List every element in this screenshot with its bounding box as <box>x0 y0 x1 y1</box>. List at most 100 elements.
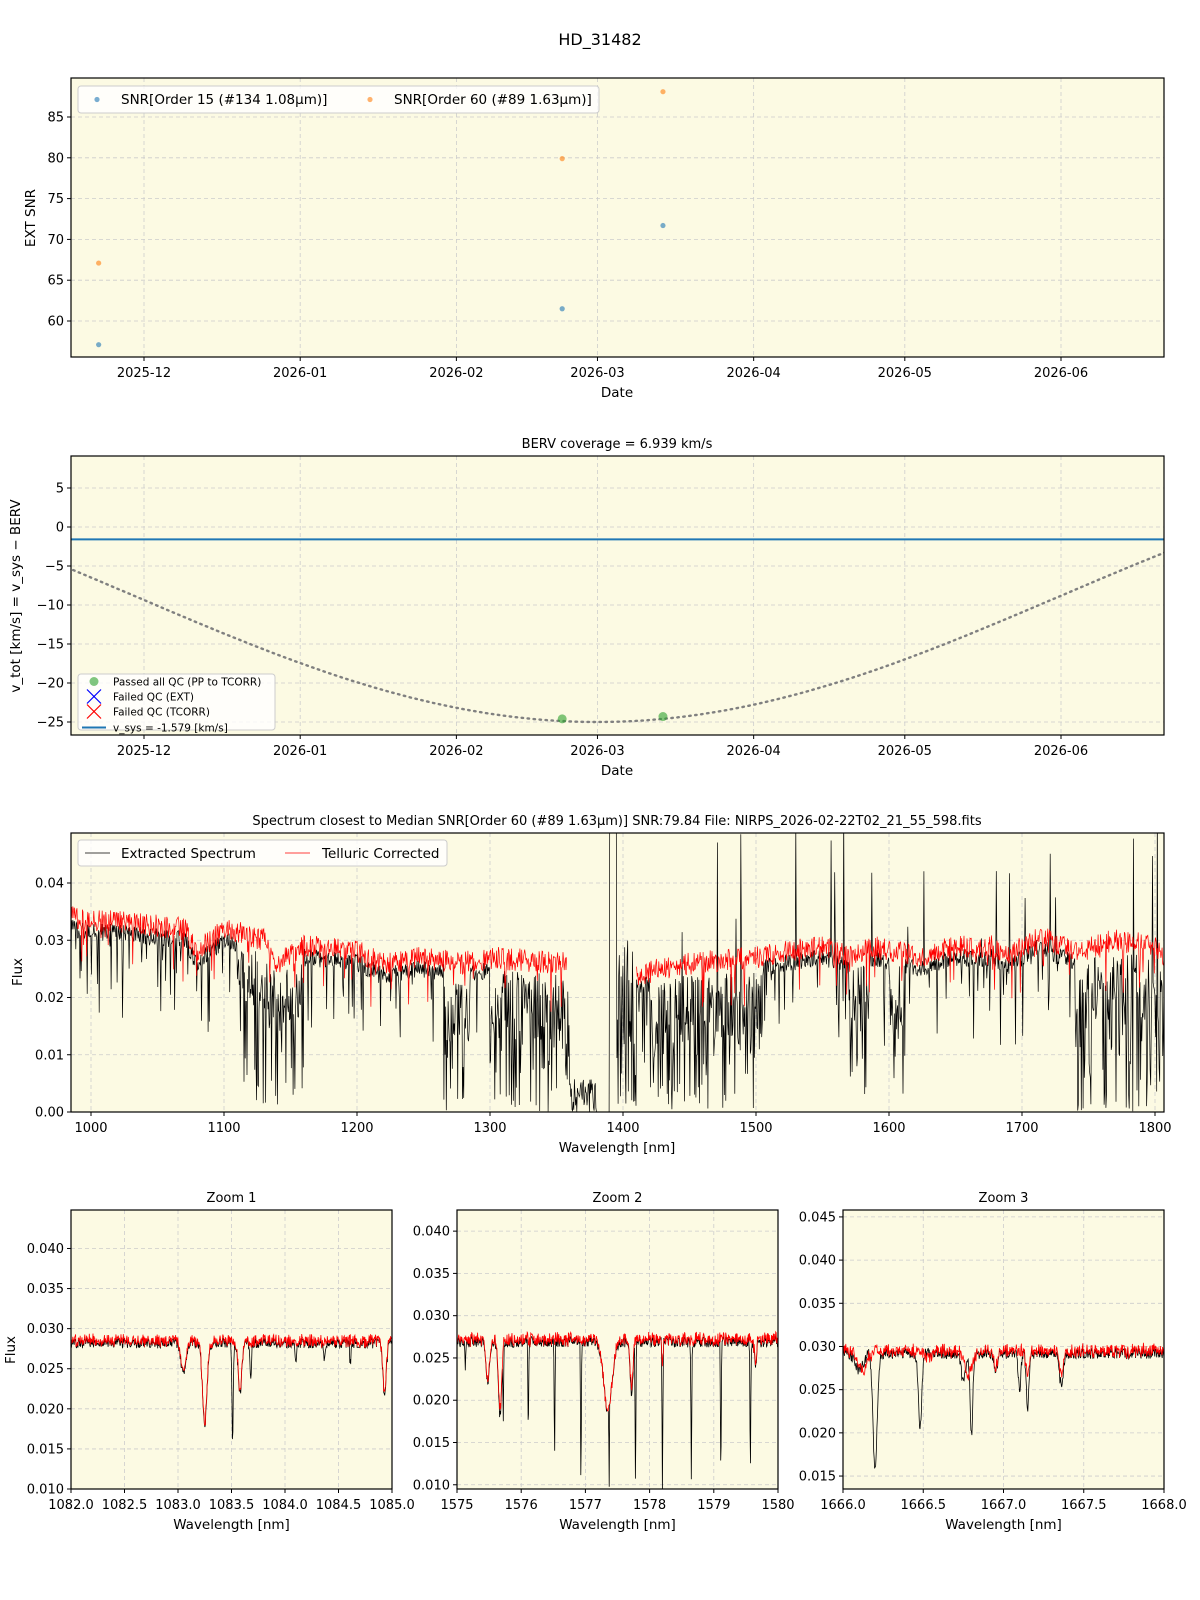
telluric-corrected-line <box>71 1333 392 1427</box>
x-tick-label: 1580 <box>761 1498 794 1513</box>
zoom3-chart: 0.015 0.020 0.025 0.030 0.035 0.040 0.045 1666.… <box>799 1191 1187 1533</box>
zoom2-plot-area <box>457 1210 778 1489</box>
x-tick-label: 1084.0 <box>262 1498 308 1513</box>
snr-legend: SNR[Order 15 (#134 1.08μm)] SNR[Order 60 … <box>77 85 600 114</box>
y-tick-label: 0.015 <box>799 1470 836 1485</box>
y-tick-label: 0.035 <box>799 1297 836 1312</box>
x-tick-label: 1600 <box>872 1121 905 1136</box>
y-tick-label: 80 <box>47 151 64 166</box>
figure-title: HD_31482 <box>558 30 642 49</box>
x-tick-label: 1800 <box>1138 1121 1171 1136</box>
x-tick-label: 1500 <box>739 1121 772 1136</box>
x-tick-label: 1576 <box>505 1498 538 1513</box>
y-tick-label: 0.030 <box>27 1322 64 1337</box>
zoom-title: Zoom 2 <box>593 1191 643 1206</box>
y-tick-label: 60 <box>47 315 64 330</box>
y-tick-label: 0.045 <box>799 1210 836 1225</box>
x-axis-label: Wavelength [nm] <box>945 1517 1062 1533</box>
x-tick-label: 1668.0 <box>1141 1498 1187 1513</box>
y-tick-label: 0.01 <box>35 1048 64 1063</box>
x-tick-label: 1666.0 <box>820 1498 866 1513</box>
berv-curve <box>71 551 1164 724</box>
y-tick-label: 65 <box>47 274 64 289</box>
y-tick-label: 0.015 <box>27 1442 64 1457</box>
x-tick-label: 1100 <box>207 1121 240 1136</box>
y-tick-label: 0.04 <box>35 877 64 892</box>
legend-label: Failed QC (EXT) <box>113 692 194 704</box>
x-tick-label: 1200 <box>340 1121 373 1136</box>
snr-data-point <box>559 156 565 162</box>
extracted-spectrum-line <box>71 833 1164 1112</box>
zoom1-plot-area <box>71 1210 392 1489</box>
telluric-corrected-line <box>457 1330 778 1412</box>
x-tick-label: 1577 <box>569 1498 602 1513</box>
x-tick-label: 2026-05 <box>878 366 932 381</box>
y-tick-label: −5 <box>45 560 64 575</box>
x-axis-label: Wavelength [nm] <box>559 1140 676 1156</box>
x-tick-label: 2025-12 <box>117 366 171 381</box>
passed-qc-point <box>557 714 567 724</box>
x-tick-label: 2026-02 <box>429 744 483 759</box>
zoom2-chart: 0.010 0.015 0.020 0.025 0.030 0.035 0.040 1575 1… <box>413 1191 795 1533</box>
y-tick-label: 0.030 <box>413 1309 450 1324</box>
x-tick-label: 1083.5 <box>209 1498 255 1513</box>
y-tick-label: 0.025 <box>27 1362 64 1377</box>
spectrum-title: Spectrum closest to Median SNR[Order 60 … <box>252 814 981 829</box>
x-tick-label: 2026-05 <box>878 744 932 759</box>
snr-plot-area <box>71 78 1164 357</box>
x-tick-label: 1082.5 <box>102 1498 148 1513</box>
snr-time-chart: 60 65 70 75 80 85 2025-12 2026-01 2026-02 2026-03… <box>23 77 1165 401</box>
y-tick-label: 0 <box>56 521 64 536</box>
x-tick-label: 2026-01 <box>273 366 327 381</box>
x-tick-label: 2026-01 <box>273 744 327 759</box>
x-axis-label: Wavelength [nm] <box>173 1517 290 1533</box>
y-tick-label: −10 <box>37 599 64 614</box>
legend-label: Failed QC (TCORR) <box>113 707 210 719</box>
snr-data-point <box>559 306 565 312</box>
legend-label: v_sys = -1.579 [km/s] <box>113 723 228 735</box>
x-tick-label: 1578 <box>633 1498 666 1513</box>
y-tick-label: 0.015 <box>413 1436 450 1451</box>
x-tick-label: 2026-03 <box>570 744 624 759</box>
y-tick-label: 0.025 <box>799 1383 836 1398</box>
y-tick-label: 75 <box>47 192 64 207</box>
x-tick-label: 1300 <box>473 1121 506 1136</box>
legend-label: Passed all QC (PP to TCORR) <box>113 677 261 689</box>
snr-data-point <box>660 89 666 95</box>
y-tick-label: 0.020 <box>27 1402 64 1417</box>
y-tick-label: 0.040 <box>27 1242 64 1257</box>
y-axis-label: v_tot [km/s] = v_sys − BERV <box>8 499 24 693</box>
x-tick-label: 2026-06 <box>1034 366 1088 381</box>
zoom1-chart: 0.010 0.015 0.020 0.025 0.030 0.035 0.040 1082.… <box>3 1191 415 1533</box>
legend-label: Extracted Spectrum <box>121 846 256 862</box>
snr-data-point <box>96 342 102 348</box>
x-tick-label: 2026-03 <box>570 366 624 381</box>
spectrum-chart: 0.00 0.01 0.02 0.03 0.04 1000 1100 1200 1300 1400… <box>10 814 1172 1156</box>
zoom-title: Zoom 3 <box>979 1191 1029 1206</box>
y-tick-label: 5 <box>56 482 64 497</box>
berv-coverage-chart: 5 0 −5 −10 −15 −20 −25 2025-12 2026-01 2026-02 202… <box>8 437 1165 779</box>
y-tick-label: 0.020 <box>413 1394 450 1409</box>
x-axis-label: Date <box>601 385 633 401</box>
y-tick-label: 0.010 <box>413 1478 450 1493</box>
y-tick-label: 70 <box>47 233 64 248</box>
y-tick-label: 0.03 <box>35 934 64 949</box>
x-tick-label: 1700 <box>1005 1121 1038 1136</box>
y-tick-label: 0.020 <box>799 1426 836 1441</box>
x-tick-label: 2026-04 <box>726 366 780 381</box>
legend-label: Telluric Corrected <box>321 846 439 862</box>
y-tick-label: 85 <box>47 111 64 126</box>
x-tick-label: 1000 <box>74 1121 107 1136</box>
y-tick-label: 0.025 <box>413 1351 450 1366</box>
x-tick-label: 2025-12 <box>117 744 171 759</box>
x-tick-label: 1666.5 <box>901 1498 947 1513</box>
x-axis-label: Wavelength [nm] <box>559 1517 676 1533</box>
x-tick-label: 1083.0 <box>155 1498 201 1513</box>
x-tick-label: 1400 <box>606 1121 639 1136</box>
x-tick-label: 1667.0 <box>981 1498 1027 1513</box>
zoom-title: Zoom 1 <box>207 1191 257 1206</box>
x-axis-label: Date <box>601 763 633 779</box>
x-tick-label: 1579 <box>697 1498 730 1513</box>
y-tick-label: 0.010 <box>27 1483 64 1498</box>
